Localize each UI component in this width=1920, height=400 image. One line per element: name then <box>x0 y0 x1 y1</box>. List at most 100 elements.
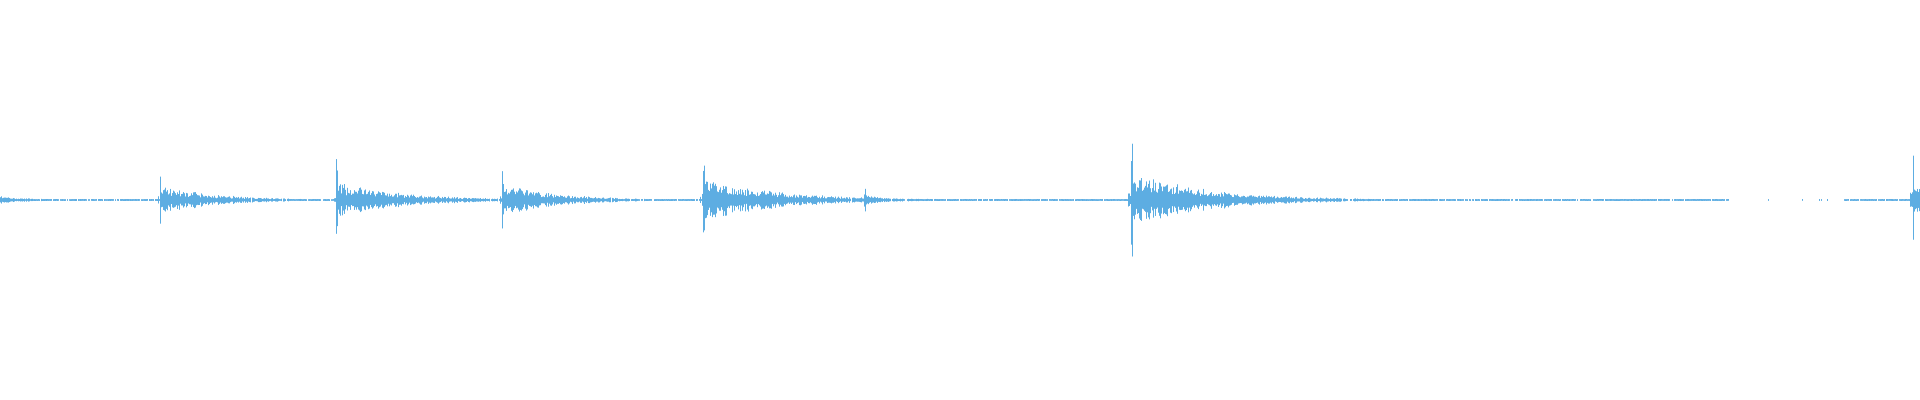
waveform-sample <box>1555 199 1556 201</box>
waveform-sample <box>158 196 159 204</box>
waveform-sample <box>1067 199 1068 201</box>
waveform-sample <box>1186 191 1187 211</box>
waveform-sample <box>1380 199 1381 201</box>
waveform-sample <box>318 199 319 201</box>
waveform-sample <box>624 199 625 201</box>
waveform-sample <box>1540 199 1541 201</box>
waveform-sample <box>1170 189 1171 213</box>
waveform-sample <box>1049 199 1050 201</box>
waveform-sample <box>98 199 99 201</box>
waveform-sample <box>336 159 337 234</box>
waveform-sample <box>1639 199 1640 201</box>
waveform-sample <box>1473 199 1474 201</box>
waveform-sample <box>134 199 135 201</box>
waveform-sample <box>1119 199 1120 201</box>
waveform-sample <box>1452 199 1453 201</box>
waveform-sample <box>411 194 412 205</box>
waveform-sample <box>1085 199 1086 201</box>
waveform-sample <box>488 199 489 201</box>
waveform-sample <box>1768 199 1769 201</box>
waveform-sample <box>1421 199 1422 201</box>
waveform-sample <box>312 199 313 201</box>
waveform-sample <box>469 197 470 203</box>
waveform-sample <box>205 195 206 205</box>
waveform-sample <box>211 197 212 203</box>
waveform-sample <box>1714 199 1715 201</box>
waveform-sample <box>1637 199 1638 201</box>
waveform-sample <box>916 198 917 202</box>
waveform-sample <box>1568 199 1569 201</box>
waveform-sample <box>1618 199 1619 201</box>
waveform-sample <box>1916 191 1917 209</box>
waveform-sample <box>864 194 865 207</box>
waveform-sample <box>1559 199 1560 201</box>
waveform-sample <box>1864 199 1865 201</box>
waveform-sample <box>629 198 630 202</box>
waveform-sample <box>696 199 697 201</box>
waveform-sample <box>675 199 676 201</box>
waveform-sample <box>1697 199 1698 201</box>
waveform-sample <box>922 199 923 201</box>
waveform-sample <box>541 197 542 204</box>
waveform-sample <box>574 196 575 204</box>
waveform-sample <box>1167 184 1168 217</box>
waveform-sample <box>3 197 4 203</box>
waveform-sample <box>485 198 486 202</box>
waveform-sample <box>259 198 260 203</box>
waveform-sample <box>960 199 961 201</box>
waveform-sample <box>1694 199 1695 201</box>
waveform-sample <box>755 194 756 206</box>
waveform-sample <box>235 197 236 203</box>
waveform-sample <box>716 186 717 214</box>
waveform-sample <box>323 199 324 201</box>
waveform-sample <box>29 198 30 202</box>
waveform-sample <box>1846 199 1847 201</box>
waveform-sample <box>1079 199 1080 201</box>
waveform-sample <box>1288 196 1289 203</box>
waveform-sample <box>739 193 740 206</box>
waveform-sample <box>1903 199 1904 201</box>
waveform-sample <box>1294 198 1295 202</box>
waveform-sample <box>838 196 839 204</box>
waveform-sample <box>453 198 454 202</box>
waveform-sample <box>848 198 849 202</box>
waveform-sample <box>373 191 374 208</box>
waveform-sample <box>711 188 712 213</box>
waveform-sample <box>176 194 177 206</box>
waveform-sample <box>157 199 158 201</box>
waveform-sample <box>1253 195 1254 205</box>
waveform-sample <box>409 197 410 203</box>
waveform-sample <box>544 197 545 204</box>
waveform-sample <box>778 195 779 205</box>
waveform-sample <box>963 199 964 201</box>
waveform-sample <box>1622 199 1623 201</box>
waveform-sample <box>1244 195 1245 204</box>
waveform-sample <box>1218 193 1219 207</box>
waveform-sample <box>1436 199 1437 201</box>
waveform-sample <box>242 198 243 202</box>
waveform-sample <box>1654 199 1655 201</box>
waveform-sample <box>473 198 474 203</box>
waveform-sample <box>657 199 658 201</box>
waveform-sample <box>1428 199 1429 201</box>
waveform-sample <box>1229 193 1230 206</box>
waveform-sample <box>1242 196 1243 205</box>
waveform-sample <box>1441 199 1442 201</box>
waveform-sample <box>950 199 951 201</box>
waveform-sample <box>1095 199 1096 201</box>
waveform-sample <box>1212 196 1213 205</box>
waveform-sample <box>1703 199 1704 201</box>
waveform-sample <box>877 197 878 203</box>
waveform-sample <box>1011 199 1012 201</box>
waveform-sample <box>1250 195 1251 206</box>
waveform-sample <box>310 199 311 201</box>
waveform-sample <box>627 198 628 202</box>
waveform-sample <box>1175 192 1176 208</box>
waveform-sample <box>1496 199 1497 201</box>
waveform-sample <box>1126 199 1127 201</box>
waveform-sample <box>188 196 189 204</box>
waveform-sample <box>1109 199 1110 201</box>
waveform-sample <box>1051 199 1052 201</box>
waveform-sample <box>854 197 855 203</box>
waveform-sample <box>823 198 824 202</box>
